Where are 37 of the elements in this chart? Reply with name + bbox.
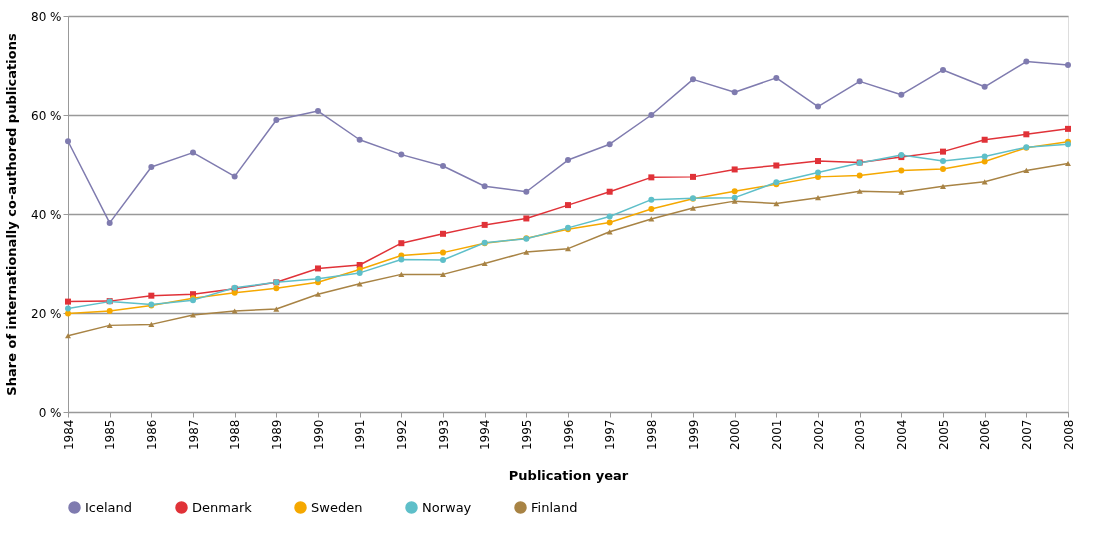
x-tick-label: 1993 — [436, 419, 451, 451]
x-tick-label: 2001 — [769, 419, 784, 451]
x-tick-label: 1986 — [144, 419, 159, 451]
x-axis-title: Publication year — [508, 468, 629, 484]
x-tick-label: 2003 — [853, 419, 868, 451]
y-axis-title: Share of internationally co-authored publications — [4, 33, 20, 396]
x-tick-label: 1987 — [186, 419, 201, 451]
x-tick-label: 2000 — [728, 419, 743, 451]
x-tick-label: 1990 — [311, 419, 326, 451]
x-tick-label: 1997 — [603, 419, 618, 451]
x-tick-label: 1995 — [519, 419, 534, 451]
legend-label: Sweden — [311, 499, 363, 515]
legend-label: Denmark — [192, 499, 253, 515]
y-tick-label: 60 % — [31, 108, 62, 123]
y-tick-label: 0 % — [38, 405, 62, 420]
x-tick-label: 1988 — [228, 419, 243, 451]
x-tick-label: 1999 — [686, 419, 701, 451]
x-tick-label: 1985 — [103, 419, 118, 451]
x-tick-label: 2002 — [811, 419, 826, 451]
x-tick-label: 1992 — [394, 419, 409, 451]
x-tick-label: 2007 — [1019, 419, 1034, 451]
y-tick-label: 40 % — [31, 207, 62, 222]
y-tick-label: 80 % — [31, 9, 62, 24]
y-tick-label: 20 % — [31, 306, 62, 321]
x-tick-label: 2008 — [1061, 419, 1076, 451]
x-tick-label: 2004 — [894, 419, 909, 451]
x-tick-label: 2005 — [936, 419, 951, 451]
legend-label: Iceland — [85, 499, 133, 515]
x-tick-label: 1996 — [561, 419, 576, 451]
x-tick-label: 2006 — [978, 419, 993, 451]
legend-label: Finland — [531, 499, 578, 515]
x-tick-label: 1991 — [353, 419, 368, 451]
x-tick-label: 1984 — [61, 419, 76, 451]
legend-label: Norway — [422, 499, 472, 515]
x-tick-label: 1989 — [269, 419, 284, 451]
x-tick-label: 1998 — [644, 419, 659, 451]
x-tick-label: 1994 — [478, 419, 493, 451]
